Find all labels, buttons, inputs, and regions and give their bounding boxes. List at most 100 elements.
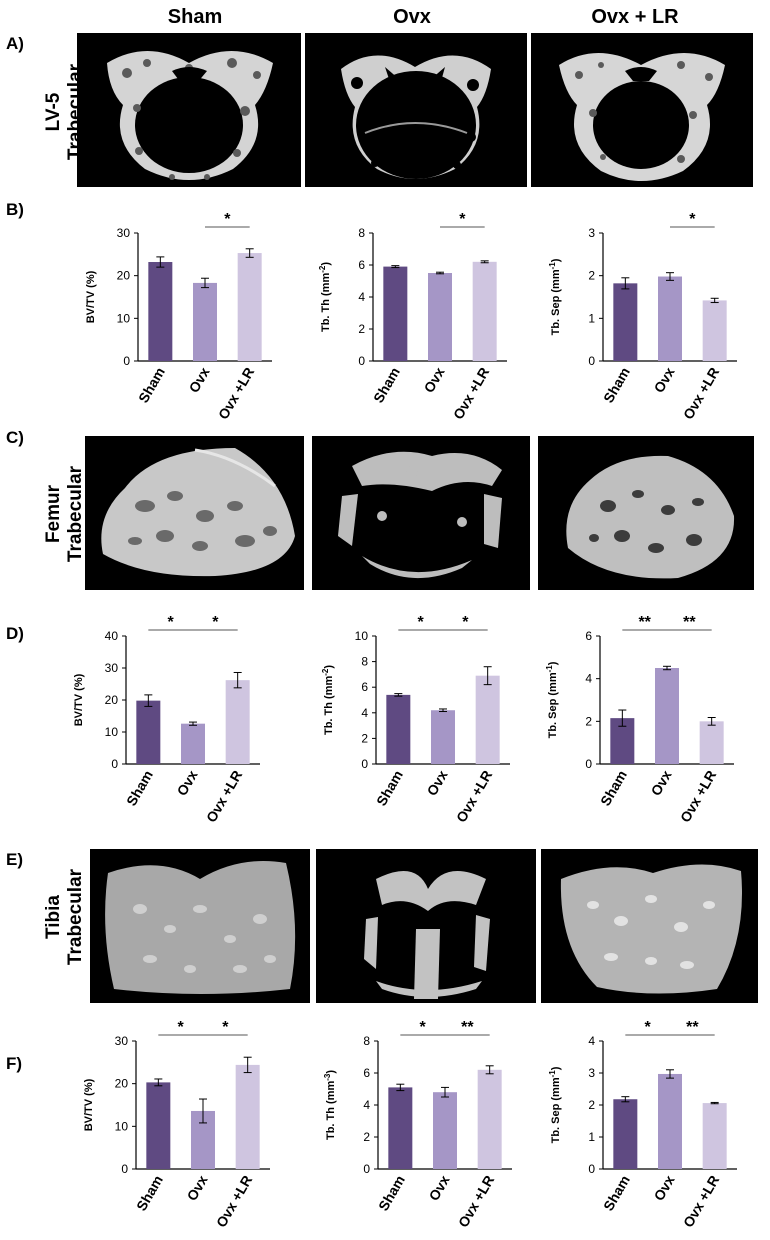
bar [386,694,411,764]
y-tick-label: 1 [588,1130,595,1144]
y-tick-label: 3 [588,1066,595,1080]
significance-marker: * [689,211,696,228]
y-axis-label-text: BV/TV (%) [73,673,85,726]
bar [193,282,217,361]
category-label: Ovx [424,767,451,798]
significance-marker: ** [638,614,651,631]
y-axis-label: Tb. Sep (mm-1) [545,661,559,738]
y-tick-label: 2 [363,1130,370,1144]
panel-letter-e: E) [6,850,23,869]
scan-lv5-ovx-lr [531,33,753,187]
y-axis-label-text: Tb. Th (mm [323,676,335,735]
significance-marker: * [168,614,175,631]
y-tick-label: 40 [105,629,119,643]
category-label: Ovx [651,364,678,395]
row-label-tibia: Tibia Trabecular [43,842,87,992]
y-axis-label: Tb. Th (mm-3) [323,1070,337,1140]
y-axis-label-text: Tb. Th (mm [325,1081,337,1140]
y-tick-label: 4 [588,1034,595,1048]
y-axis-label: BV/TV (%) [85,270,97,323]
y-axis-label: Tb. Sep (mm-1) [548,1066,562,1143]
y-tick-label: 30 [115,1034,129,1048]
row-label-lv5-line1: LV-5 [43,92,64,132]
y-axis-label-text: BV/TV (%) [83,1078,95,1131]
y-tick-label: 8 [361,655,368,669]
y-tick-label: 0 [585,757,592,771]
y-axis-label-superscript: -2 [318,265,327,273]
y-tick-label: 30 [117,226,131,240]
bar [431,710,455,764]
scan-femur-ovx [312,436,530,590]
scan-tibia-sham [90,849,310,1003]
y-tick-label: 2 [361,731,368,745]
y-tick-label: 6 [585,629,592,643]
y-tick-label: 2 [588,1098,595,1112]
category-label: Ovx [426,1172,453,1203]
y-axis-label-superscript: -3 [323,1073,332,1081]
panel-letter-a: A) [6,34,24,53]
category-label: Ovx +LR [680,365,722,423]
bar [613,283,638,361]
y-tick-label: 0 [111,757,118,771]
bar [428,273,452,361]
y-tick-label: 2 [358,322,365,336]
y-tick-label: 6 [361,680,368,694]
significance-marker: * [462,614,469,631]
category-label: Ovx +LR [677,768,719,826]
y-axis-label-end: ) [320,262,332,266]
bar [699,721,724,764]
category-label: Ovx +LR [215,365,257,423]
y-axis-label-superscript: -2 [321,668,330,676]
bar [235,1064,260,1169]
y-tick-label: 4 [585,672,592,686]
bar [702,300,727,361]
category-label: Ovx [648,767,675,798]
chart-d-tb-sep: Tb. Sep (mm-1) 0 2 4 6 Sham Ovx Ovx +LR ** ** [545,614,734,826]
panel-letter-f: F) [6,1054,23,1073]
y-tick-label: 8 [363,1034,370,1048]
bar [181,723,205,764]
chart-d-tb-th: Tb. Th (mm-2) 0 2 4 6 8 10 Sham Ovx Ovx +LR * * [321,614,510,825]
y-tick-label: 6 [363,1066,370,1080]
y-tick-label: 20 [115,1077,129,1091]
category-label: Ovx [651,1172,678,1203]
y-tick-label: 0 [588,1162,595,1176]
y-axis-label: BV/TV (%) [83,1078,95,1131]
y-tick-label: 0 [588,354,595,368]
panel-letter-d: D) [6,624,24,643]
y-axis-label-end: ) [550,258,562,262]
bar [136,700,161,764]
chart-f-bv-tv: BV/TV (%) 0 10 20 30 Sham Ovx Ovx +LR * * [83,1019,270,1230]
category-label: Sham [375,1173,408,1214]
y-tick-label: 0 [363,1162,370,1176]
bar [472,261,497,361]
column-header-sham: Sham [167,6,223,28]
y-axis-label: Tb. Th (mm-2) [318,262,332,332]
y-axis-label-end: ) [550,1066,562,1070]
row-label-femur-line1: Femur [43,484,64,544]
y-tick-label: 0 [121,1162,128,1176]
y-tick-label: 10 [117,311,131,325]
significance-marker: * [212,614,219,631]
y-tick-label: 2 [585,714,592,728]
category-label: Ovx [421,364,448,395]
category-label: Ovx [184,1172,211,1203]
y-tick-label: 1 [588,311,595,325]
significance-marker: ** [461,1019,474,1036]
scan-tibia-ovx-lr [541,849,758,1003]
bar [146,1082,171,1169]
column-header-ovx: Ovx [393,6,431,28]
y-tick-label: 4 [358,290,365,304]
category-label: Sham [600,1173,633,1214]
row-label-femur-line2: Trabecular [65,465,86,563]
category-label: Sham [597,768,630,809]
category-label: Sham [133,1173,166,1214]
y-tick-label: 0 [358,354,365,368]
scan-lv5-ovx [305,33,527,187]
y-tick-label: 30 [105,661,119,675]
chart-d-bv-tv: BV/TV (%) 0 10 20 30 40 Sham Ovx Ovx +LR * * [73,614,260,825]
category-label: Ovx +LR [450,365,492,423]
y-tick-label: 4 [361,706,368,720]
